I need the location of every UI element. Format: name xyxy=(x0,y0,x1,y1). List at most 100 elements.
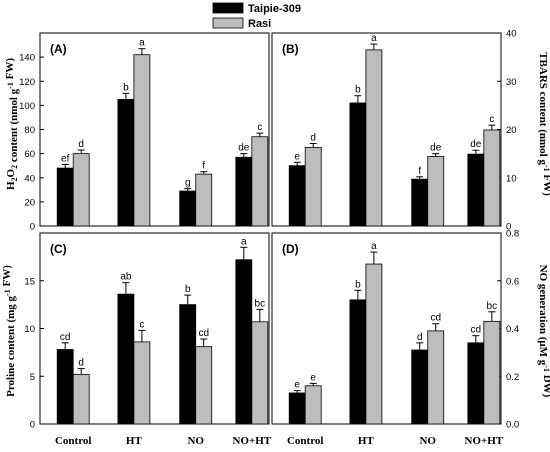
panel-b-sig-letter: c xyxy=(489,114,494,125)
ylabel-fragment: H xyxy=(5,181,17,190)
panel-d-bar xyxy=(349,299,367,425)
panel-d-label: (D) xyxy=(282,242,299,256)
panel-d-xtick-label: NO+HT xyxy=(464,435,503,447)
panel-c-bar xyxy=(72,373,90,425)
panels: (A)020406080100120140efdbagfdec(B)010203… xyxy=(19,29,519,448)
ylabel-fragment: FW) xyxy=(1,265,13,289)
panel-c-sig-letter: ab xyxy=(120,272,132,283)
panel-b-sig-letter: a xyxy=(371,33,377,44)
legend-label-taipie: Taipie-309 xyxy=(248,3,301,15)
panel-d-bar xyxy=(365,263,383,425)
panel-d-sig-letter: cd xyxy=(471,325,482,336)
panel-a-ytick-label: 40 xyxy=(24,173,35,184)
ylabel-fragment: TBARS content (nmol xyxy=(537,52,549,159)
panel-b-bar xyxy=(427,156,445,227)
panel-a-sig-letter: d xyxy=(78,139,84,150)
panel-c-sig-letter: a xyxy=(241,236,247,247)
legend: Taipie-309 Rasi xyxy=(212,2,301,30)
panel-b-bar xyxy=(288,165,306,227)
panel-d-ylabel: NO generation (μM g-1 DW) xyxy=(537,265,550,398)
panel-a-sig-letter: b xyxy=(123,82,129,93)
panel-c-bar xyxy=(235,259,253,425)
panel-c-bar xyxy=(179,304,197,425)
panel-a-ytick-label: 60 xyxy=(24,149,35,160)
panel-c-ytick-label: 10 xyxy=(24,324,35,335)
panel-c-ytick-label: 0 xyxy=(30,420,35,431)
panel-c-bar xyxy=(56,349,74,425)
panel-d-sig-letter: b xyxy=(355,279,361,290)
panel-b-sig-letter: de xyxy=(470,139,482,150)
panel-a-bar xyxy=(133,54,151,227)
panel-b-bar xyxy=(349,102,367,227)
panel-a-ytick-label: 140 xyxy=(19,53,35,64)
panel-a: (A) 0 20 40 60 80 100 120 140 efd b a gf dec xyxy=(19,32,270,233)
legend-swatch-rasi xyxy=(212,17,244,29)
panel-b-bar xyxy=(411,178,429,227)
ylabel-fragment: O xyxy=(5,168,17,177)
panel-c-xtick-label: HT xyxy=(126,435,143,447)
panel-d-xtick-label: Control xyxy=(287,435,323,447)
panel-a-ylabel: H2O2 content (nmol g-1 FW) xyxy=(4,58,20,190)
panel-d-xtick-label: HT xyxy=(358,435,375,447)
panel-a-sig-letter: g xyxy=(185,178,191,189)
panel-a-sig-letter: f xyxy=(202,161,205,172)
panel-b-ytick-label: 30 xyxy=(506,77,517,88)
panel-a-bar xyxy=(72,153,90,227)
ylabel-fragment: DW) xyxy=(541,372,550,398)
panel-a-sig-letter: c xyxy=(257,122,262,133)
panel-a-ytick-label: 80 xyxy=(24,125,35,136)
panel-b-sig-letter: f xyxy=(418,166,421,177)
panel-a-ytick-label: 0 xyxy=(30,222,35,233)
panel-a-sig-letter: ef xyxy=(61,153,70,164)
panel-a-bar xyxy=(235,156,253,227)
panel-d-bar xyxy=(411,349,429,425)
panel-d-sig-letter: d xyxy=(417,332,423,343)
panel-c-ylabel: Proline content (mg g-1 FW) xyxy=(1,265,17,397)
panel-c-bar xyxy=(133,341,151,425)
panel-b-sig-letter: de xyxy=(430,143,442,154)
panel-a-sig-letter: de xyxy=(238,143,250,154)
panel-c-sig-letter: b xyxy=(185,284,191,295)
panel-c-bar xyxy=(251,321,269,425)
panel-d-sig-letter: e xyxy=(294,380,300,391)
panel-b-label: (B) xyxy=(282,42,299,56)
panel-c-xtick-label: NO+HT xyxy=(232,435,271,447)
panel-c-label: (C) xyxy=(50,242,67,256)
panel-a-ytick-label: 20 xyxy=(24,197,35,208)
panel-b-bar xyxy=(467,153,485,227)
ylabel-fragment: content (nmol xyxy=(8,94,20,165)
panel-a-bar xyxy=(195,173,213,227)
ylabel-fragment: -1 xyxy=(3,289,12,296)
panel-c-sig-letter: d xyxy=(78,358,84,369)
panel-d-bar xyxy=(427,330,445,425)
ylabel-fragment: -1 xyxy=(542,165,550,172)
ylabel-fragment: 2 xyxy=(10,165,19,169)
panel-a-sig-letter: a xyxy=(139,38,145,49)
panel-b-bar xyxy=(483,129,501,227)
panel-d-sig-letter: cd xyxy=(430,313,441,324)
panel-b-bar xyxy=(365,49,383,227)
panel-d-ytick-label: 0.8 xyxy=(506,229,519,240)
panel-a-bar xyxy=(56,167,74,227)
panel-a-ytick-label: 120 xyxy=(19,77,35,88)
ylabel-fragment: g xyxy=(537,360,549,366)
ylabel-fragment: -1 xyxy=(542,365,550,372)
panel-c-xtick-label: NO xyxy=(187,435,204,447)
panel-d-ytick-label: 0.2 xyxy=(506,372,519,383)
ylabel-fragment: NO generation (μM xyxy=(537,265,549,360)
panel-b: (B) 0 10 20 30 40 ed b a f de de c xyxy=(271,29,517,233)
legend-label-rasi: Rasi xyxy=(248,18,271,30)
ylabel-fragment: -1 xyxy=(6,82,15,89)
panel-c-sig-letter: cd xyxy=(60,332,71,343)
panel-c-xtick-label: Control xyxy=(55,435,91,447)
ylabel-fragment: 2 xyxy=(10,177,19,181)
panel-a-bar xyxy=(117,98,135,227)
panel-b-ytick-label: 0 xyxy=(506,222,511,233)
panel-a-bar xyxy=(251,136,269,227)
panel-d: (D)0.00.20.40.60.8eeControlbaHTdcdNOcdbc… xyxy=(271,229,519,447)
panel-c-sig-letter: bc xyxy=(255,298,266,309)
panel-d-sig-letter: bc xyxy=(487,301,498,312)
panel-b-ylabel: TBARS content (nmol g-1 FW) xyxy=(537,52,550,196)
panel-d-ytick-label: 0.6 xyxy=(506,276,519,287)
